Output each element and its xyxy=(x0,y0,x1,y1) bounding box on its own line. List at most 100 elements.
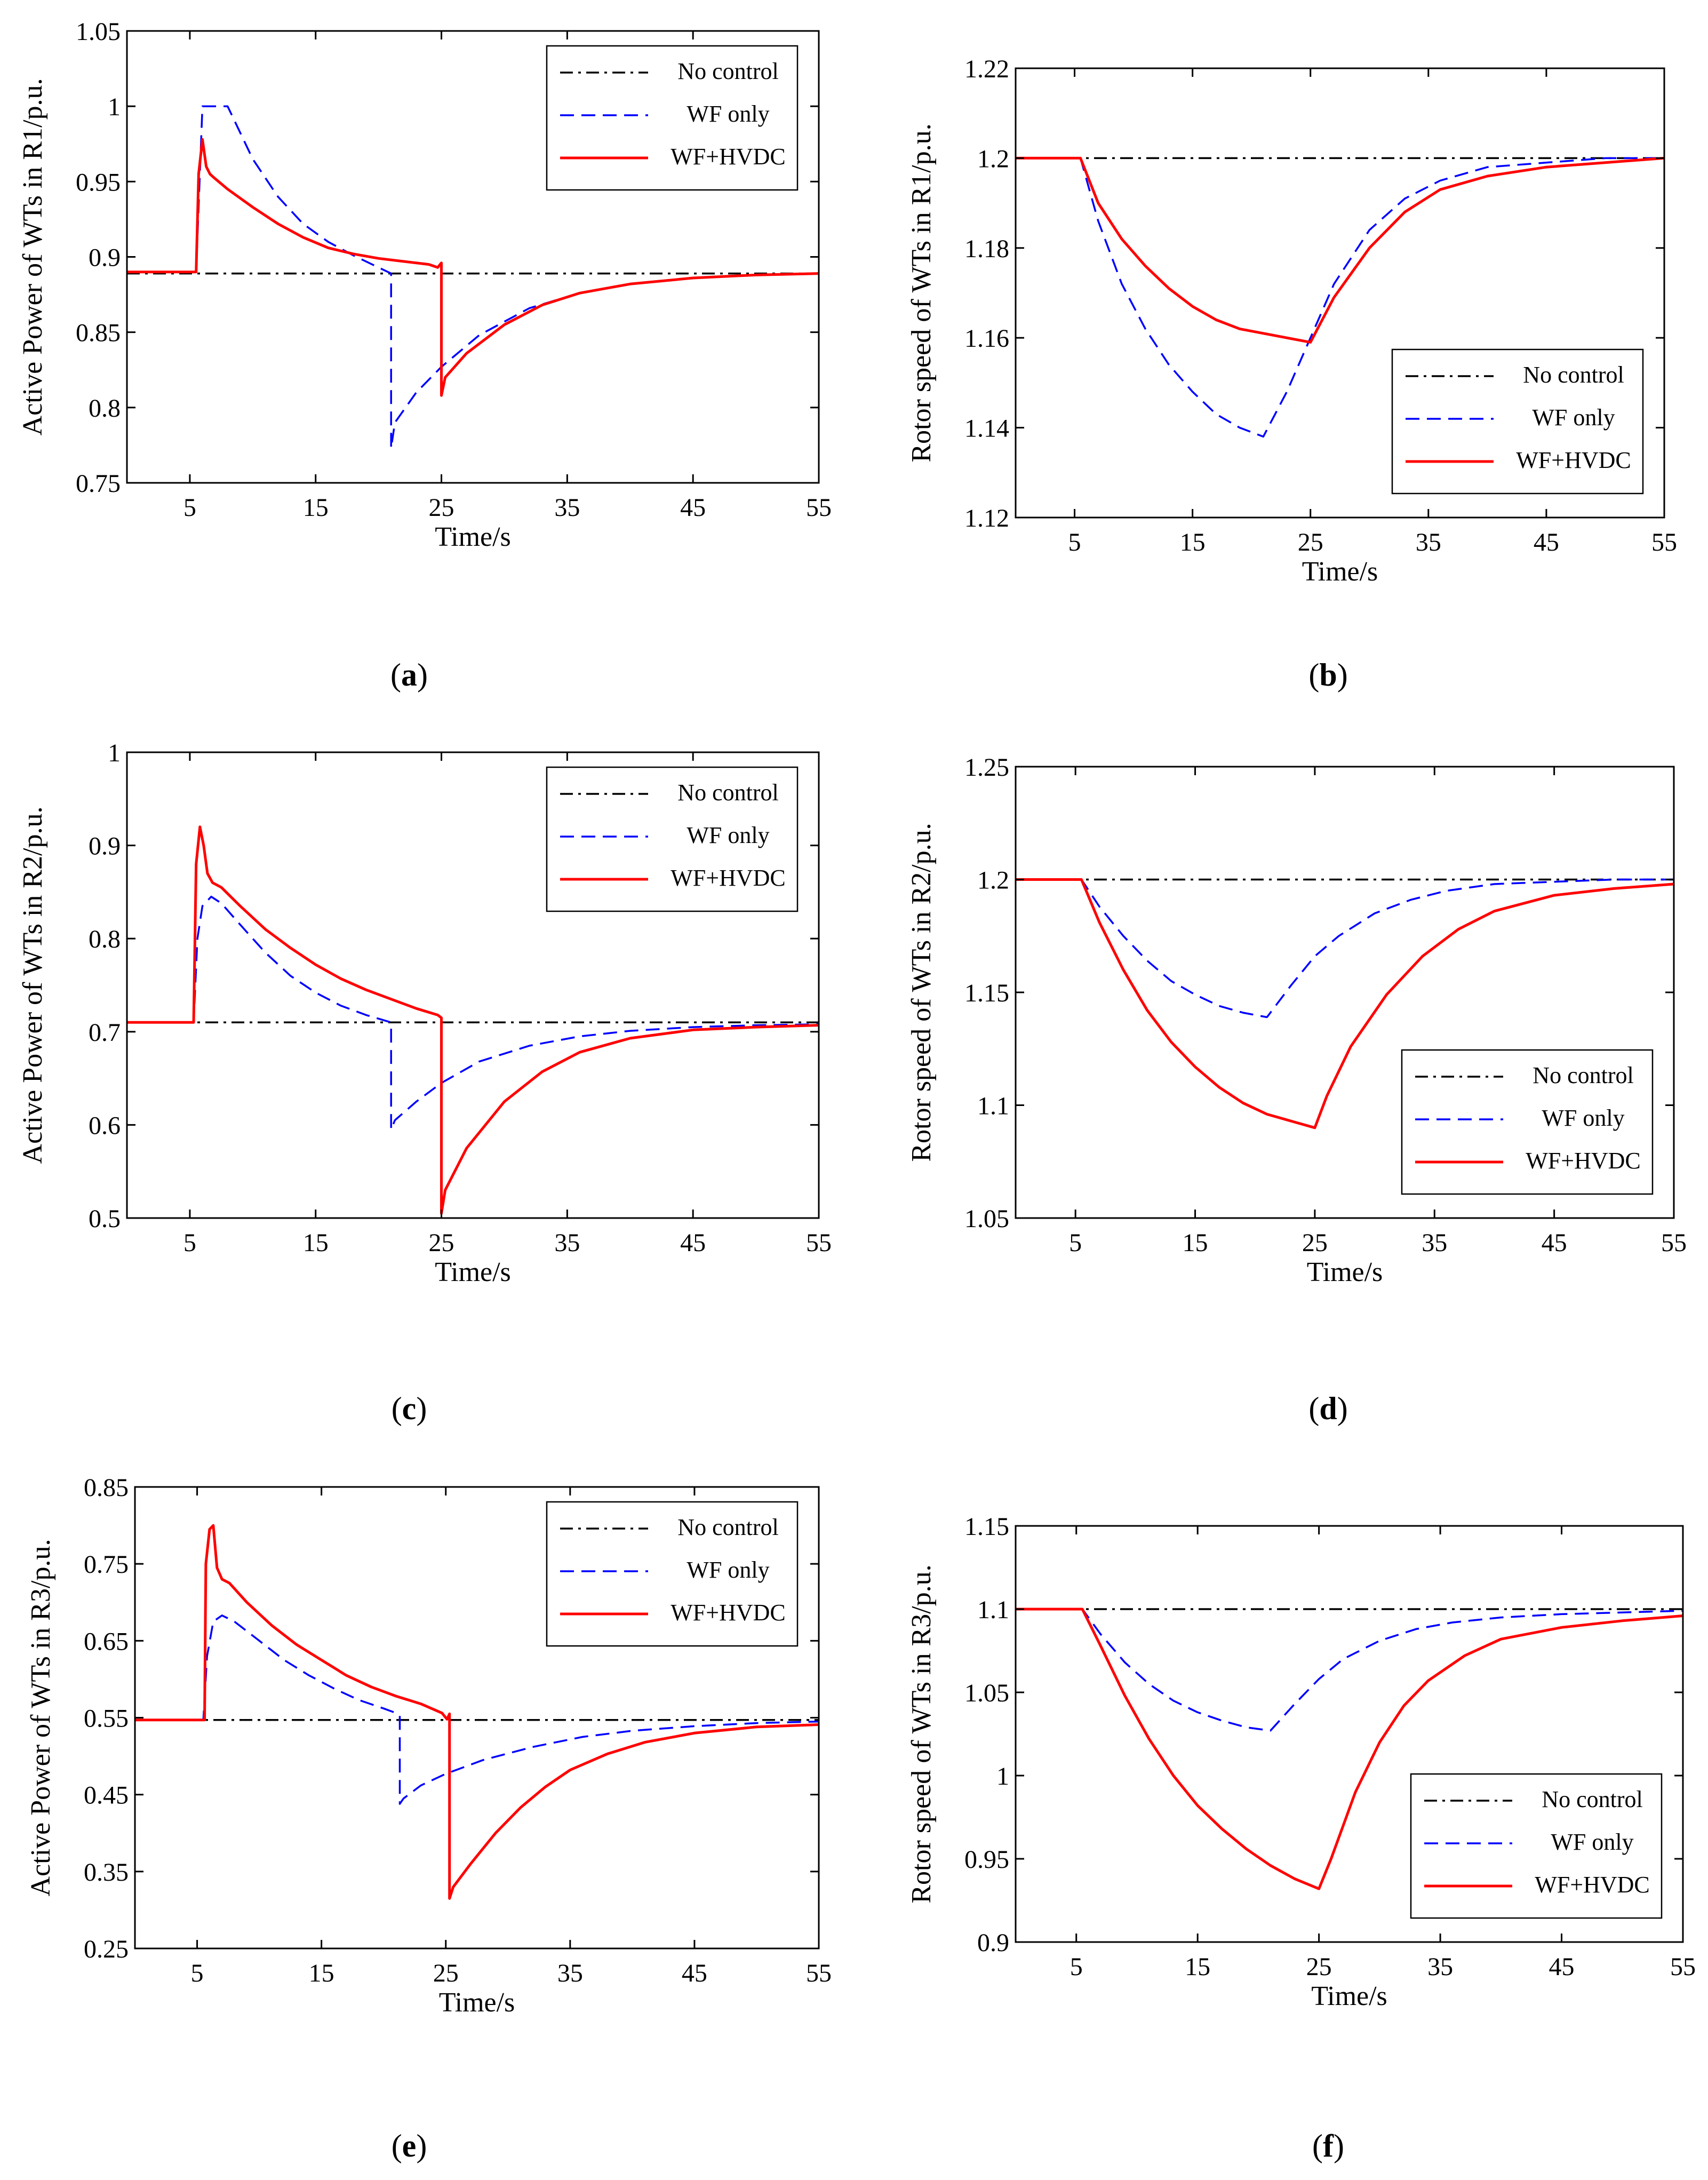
legend-label: No control xyxy=(1523,362,1624,388)
series-line-wf-hvdc xyxy=(127,825,819,1215)
y-tick-label: 1.1 xyxy=(977,1596,1009,1624)
y-tick-label: 1.18 xyxy=(964,235,1009,263)
legend-label: No control xyxy=(677,1514,778,1540)
y-axis-label: Active Power of WTs in R2/p.u. xyxy=(18,807,48,1164)
x-tick-label: 55 xyxy=(806,1959,832,1987)
x-tick-label: 35 xyxy=(1422,1229,1447,1257)
y-tick-label: 0.25 xyxy=(84,1935,129,1963)
x-tick-label: 35 xyxy=(1427,1953,1453,1981)
axes-frame xyxy=(126,751,820,1219)
y-tick-label: 0.75 xyxy=(84,1550,129,1579)
x-tick-label: 25 xyxy=(429,1229,454,1257)
legend-label: WF only xyxy=(1532,404,1615,431)
y-tick-label: 1.15 xyxy=(964,979,1009,1007)
legend-label: No control xyxy=(677,58,778,84)
y-tick-label: 0.55 xyxy=(84,1705,129,1733)
x-tick-label: 45 xyxy=(1549,1953,1575,1981)
x-tick-label: 45 xyxy=(680,494,706,522)
y-tick-label: 0.95 xyxy=(964,1845,1009,1874)
x-tick-label: 25 xyxy=(429,494,454,522)
legend: No control WF only WF+HVDC xyxy=(546,45,799,191)
legend-label: WF+HVDC xyxy=(1516,447,1631,473)
legend-label: WF only xyxy=(687,822,769,848)
y-tick-label: 0.75 xyxy=(76,470,121,498)
series-line-wf-hvdc xyxy=(1016,1608,1683,1890)
legend-label: WF only xyxy=(1542,1105,1624,1131)
y-tick-label: 0.9 xyxy=(977,1929,1009,1957)
legend: No control WF only WF+HVDC xyxy=(1401,1049,1654,1195)
y-tick-label: 1.12 xyxy=(964,504,1009,532)
y-axis-label: Rotor speed of WTs in R3/p.u. xyxy=(906,1564,937,1903)
series-line-wf-only xyxy=(127,895,819,1131)
x-tick-label: 5 xyxy=(1069,1229,1082,1257)
panel-caption: (b) xyxy=(1308,657,1347,693)
legend-box xyxy=(1391,348,1644,495)
chart-panel-c: 5 15 25 35 45 55 0.5 0.6 0.7 0.8 0.9 1 Time/s Active … xyxy=(18,739,832,1426)
y-tick-label: 1.25 xyxy=(964,753,1009,782)
legend: No control WF only WF+HVDC xyxy=(546,766,799,912)
x-tick-label: 55 xyxy=(806,1229,832,1257)
y-axis-label: Active Power of WTs in R3/p.u. xyxy=(26,1539,56,1897)
y-tick-label: 1.05 xyxy=(964,1205,1009,1233)
x-tick-label: 55 xyxy=(1661,1229,1687,1257)
x-axis-label: Time/s xyxy=(1311,1981,1387,2011)
x-tick-label: 5 xyxy=(1070,1953,1083,1981)
y-tick-label: 1.1 xyxy=(977,1092,1009,1120)
series-line-wf-hvdc xyxy=(1016,878,1674,1129)
axes-frame xyxy=(1015,67,1665,519)
y-tick-label: 1.22 xyxy=(964,55,1009,83)
x-tick-label: 15 xyxy=(303,1229,329,1257)
y-tick-label: 1.05 xyxy=(964,1679,1009,1707)
x-axis-label: Time/s xyxy=(435,522,511,552)
legend-box xyxy=(546,45,799,191)
y-axis-label: Rotor speed of WTs in R2/p.u. xyxy=(906,823,937,1161)
chart-panel-d: 5 15 25 35 45 55 1.05 1.1 1.15 1.2 1.25 Time/s Rotor… xyxy=(906,753,1687,1426)
y-tick-label: 1.2 xyxy=(977,866,1009,895)
panel-caption: (f) xyxy=(1312,2128,1344,2163)
x-tick-label: 25 xyxy=(433,1959,459,1987)
y-tick-label: 0.95 xyxy=(76,168,121,196)
panel-caption: (a) xyxy=(390,657,428,693)
x-tick-label: 55 xyxy=(806,494,832,522)
x-tick-label: 25 xyxy=(1302,1229,1328,1257)
x-tick-label: 55 xyxy=(1651,528,1677,556)
x-tick-label: 35 xyxy=(554,1229,580,1257)
y-tick-label: 0.6 xyxy=(89,1111,121,1140)
series-line-wf-only xyxy=(1016,878,1674,1019)
legend-label: No control xyxy=(677,779,778,806)
y-tick-label: 0.7 xyxy=(89,1019,121,1047)
y-tick-label: 0.45 xyxy=(84,1781,129,1810)
y-tick-label: 1 xyxy=(108,93,121,121)
x-tick-label: 45 xyxy=(680,1229,706,1257)
y-tick-label: 1 xyxy=(108,739,121,767)
legend-label: WF+HVDC xyxy=(671,1600,786,1626)
x-tick-label: 35 xyxy=(557,1959,583,1987)
chart-panel-a: 5 15 25 35 45 55 0.75 0.8 0.85 0.9 0.95 1 1.05 Time/s… xyxy=(18,18,832,693)
y-tick-label: 1.14 xyxy=(964,415,1009,443)
x-tick-label: 45 xyxy=(1534,528,1559,556)
x-tick-label: 5 xyxy=(191,1959,204,1987)
y-tick-label: 0.8 xyxy=(89,925,121,953)
series-line-wf-only xyxy=(127,105,819,449)
x-tick-label: 5 xyxy=(183,494,196,522)
x-tick-label: 15 xyxy=(1183,1229,1208,1257)
x-tick-label: 55 xyxy=(1670,1953,1696,1981)
y-tick-label: 0.85 xyxy=(84,1474,129,1502)
x-tick-label: 15 xyxy=(1180,528,1206,556)
legend-label: WF only xyxy=(687,1557,769,1583)
y-tick-label: 0.8 xyxy=(89,394,121,423)
series-line-wf-only xyxy=(135,1614,819,1805)
series-line-wf-hvdc xyxy=(127,138,819,397)
series-line-wf-only xyxy=(1016,157,1664,438)
x-tick-label: 25 xyxy=(1306,1953,1332,1981)
legend-label: WF only xyxy=(687,101,769,127)
x-tick-label: 5 xyxy=(1068,528,1081,556)
legend-box xyxy=(546,1501,799,1647)
y-tick-label: 1.16 xyxy=(964,324,1009,353)
chart-panel-f: 5 15 25 35 45 55 0.9 0.95 1 1.05 1.1 1.15 Time/s Roto… xyxy=(906,1513,1696,2163)
x-axis-label: Time/s xyxy=(1302,556,1378,587)
legend-box xyxy=(546,766,799,912)
series-line-wf-hvdc xyxy=(1016,156,1664,344)
series-line-wf-hvdc xyxy=(135,1524,819,1900)
